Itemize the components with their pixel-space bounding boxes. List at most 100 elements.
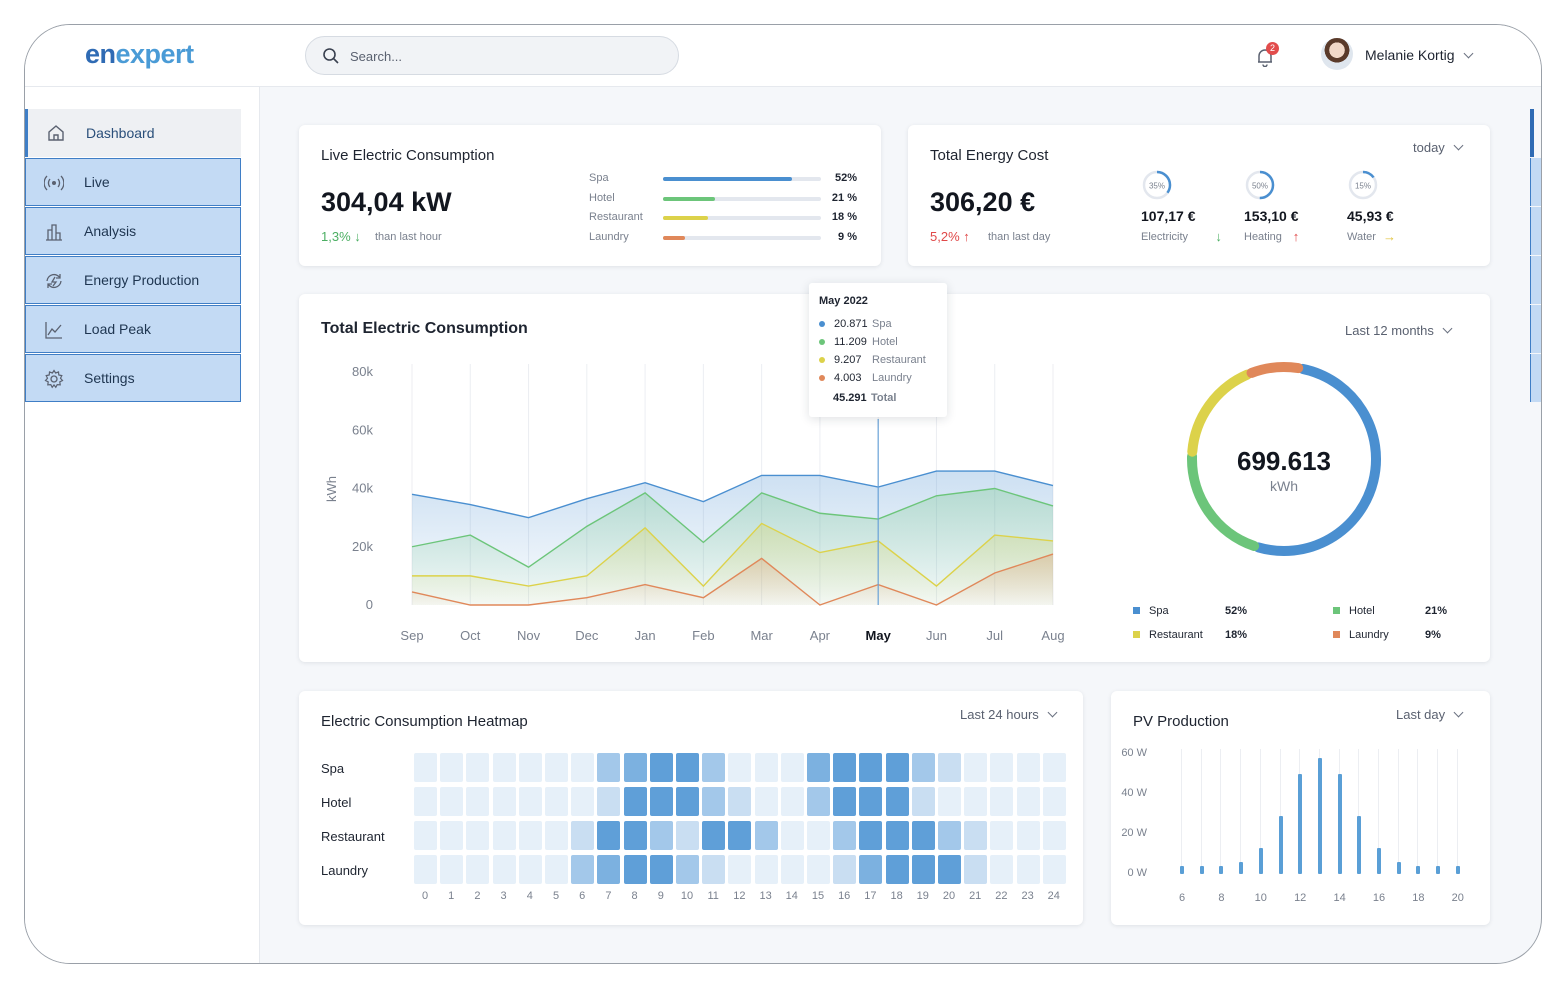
app-logo[interactable]: enexpert [85,39,194,69]
x-tick-label: Nov [517,628,541,643]
avatar[interactable] [1321,38,1353,70]
heatmap-x-tick: 21 [969,890,982,902]
heatmap-cell [859,821,883,850]
x-tick-label: Dec [575,628,599,643]
cost-value: 107,17 € [1141,208,1196,224]
legend-item: Spa 52% [1133,605,1313,621]
heatmap-row-label: Spa [321,761,345,776]
chevron-down-icon [1047,707,1058,718]
heatmap-cell [518,821,542,850]
sidebar-item-live[interactable]: Live [25,158,241,206]
pv-bar [1436,866,1441,874]
heatmap-x-tick: 10 [680,890,694,902]
heatmap-cell [938,787,961,816]
series-line [411,470,1054,519]
search-placeholder: Search... [350,49,403,64]
period-select[interactable]: Last 24 hours [960,707,1058,722]
sidebar-item-settings[interactable]: Settings [25,354,241,402]
heatmap-cell [518,787,542,816]
sidebar-item-label: Live [84,174,110,190]
heatmap-cell [623,855,647,884]
x-tick-label: Jul [986,628,1003,643]
y-tick-label: 60k [352,422,373,437]
pv-x-tick: 20 [1451,892,1464,904]
heatmap-cell [466,821,490,850]
heatmap-cell [911,787,935,816]
heatmap-x-tick: 9 [657,890,664,902]
heatmap-x-tick: 11 [707,890,719,902]
heatmap-cell [728,753,752,782]
gear-icon [44,369,64,389]
sidebar-item-dashboard[interactable]: Dashboard [25,109,241,157]
cost-change-text: than last day [988,231,1051,243]
heatmap-cell [571,753,595,782]
tooltip-row: 4.003 Laundry [819,372,912,384]
y-axis-label: kWh [324,476,339,502]
x-tick-label: Jan [635,628,656,643]
bar-percent: 18 % [831,211,857,223]
ring-fill [1348,170,1378,200]
cost-label: Heating [1244,231,1282,243]
legend-item: Laundry 9% [1333,629,1513,645]
x-tick-label: Sep [400,628,423,643]
bell-icon[interactable] [1255,47,1275,67]
bar-fill [663,216,708,220]
live-consumption-card: Live Electric Consumption 304,04 kW 1,3%… [299,125,881,266]
legend-item: Hotel 21% [1333,605,1513,621]
energy-cost-card: Total Energy Cost today 306,20 € 5,2% ↑ … [908,125,1490,266]
heatmap-cell [938,821,961,850]
x-tick-label: Jun [926,628,947,643]
period-select[interactable]: Last day [1396,707,1464,722]
pv-y-tick: 20 W [1121,827,1147,839]
edge-marker [1530,256,1541,304]
tooltip-total: 45.291 Total [833,392,897,404]
live-change: 1,3% ↓ [321,229,361,244]
bar-track [663,216,821,220]
tooltip-row: 11.209 Hotel [819,336,898,348]
donut-slice [1187,369,1253,457]
heatmap-cell [466,753,490,782]
pv-gridline [1240,749,1242,874]
bar-label: Laundry [589,230,629,243]
card-title: Electric Consumption Heatmap [321,713,528,730]
chevron-down-icon [1453,707,1464,718]
period-select[interactable]: today [1413,140,1464,155]
cost-label: Electricity [1141,231,1189,243]
heatmap-cell [597,787,621,816]
pv-gridline [1397,749,1399,874]
tooltip-label: Restaurant [872,354,926,366]
heatmap-cell [728,821,752,850]
heatmap-cell [440,821,464,850]
bar-label: Spa [589,172,609,184]
area-chart: 0 20k 40k 60k 80k kWh Sep Oct Nov Dec Jan Feb Mar Apr… [324,364,1065,643]
pv-bar [1278,816,1283,874]
x-tick-label: Apr [810,628,831,643]
sidebar-item-load-peak[interactable]: Load Peak [25,305,241,353]
pv-bar [1377,848,1381,874]
edge-marker [1530,158,1541,206]
heatmap-cell [597,821,621,850]
legend-label: Restaurant [1149,629,1203,641]
ring-percent: 15% [1355,182,1371,191]
heatmap-cell [440,855,464,884]
heatmap-cell [466,787,490,816]
heatmap-cell [859,855,883,884]
heatmap-cell [859,787,883,816]
user-name[interactable]: Melanie Kortig [1365,47,1473,63]
bar-chart-icon [46,224,62,241]
heatmap-x-tick: 2 [474,890,481,902]
chevron-down-icon [1442,323,1453,334]
pv-card: PV Production Last day 0 W 20 W 40 W 60 W 6 8… [1111,691,1490,925]
search-input[interactable]: Search... [305,36,679,75]
legend-swatch [1133,631,1140,638]
heatmap-cell [571,787,595,816]
sidebar-item-analysis[interactable]: Analysis [25,207,241,255]
heatmap-cell [545,753,568,782]
heatmap-cell [833,855,857,884]
heatmap-cell [754,753,778,782]
legend-percent: 18% [1225,629,1248,641]
heatmap-cell [414,787,437,816]
sidebar-item-energy-production[interactable]: Energy Production [25,256,241,304]
x-tick-label: Oct [460,628,481,643]
period-select[interactable]: Last 12 months [1345,323,1453,338]
